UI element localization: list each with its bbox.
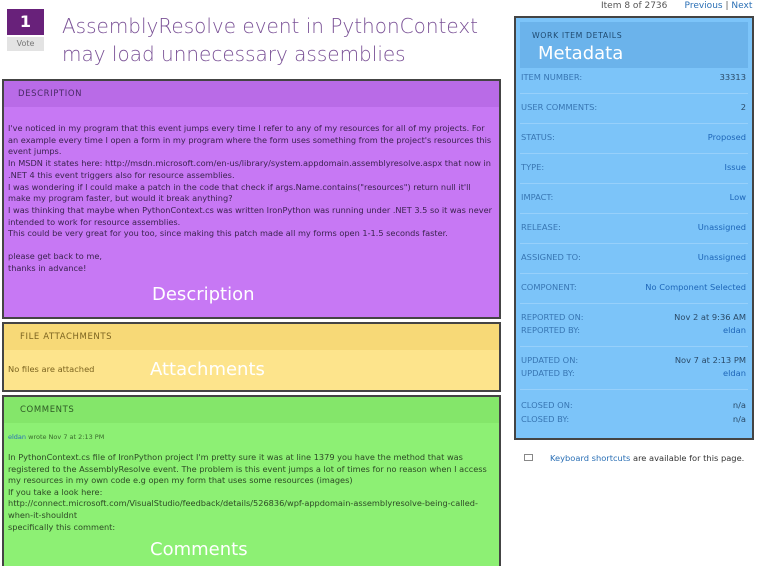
comments-overlay-label: Comments <box>150 539 248 560</box>
updated-by-link[interactable]: eldan <box>722 368 746 378</box>
comment-paragraph: http://connect.microsoft.com/VisualStudi… <box>8 498 478 520</box>
comments-panel: COMMENTS eldan wrote Nov 7 at 2:13 PM In… <box>2 395 501 566</box>
closed-on-label: CLOSED ON: <box>521 400 573 410</box>
attachments-overlay-label: Attachments <box>150 359 265 380</box>
comment-paragraph: In PythonContext.cs file of IronPython p… <box>8 452 487 486</box>
work-item-details-heading: WORK ITEM DETAILS <box>532 31 623 40</box>
keyboard-shortcuts-text: are available for this page. <box>630 453 745 463</box>
description-closing: thanks in advance! <box>8 262 87 273</box>
comment-paragraph: If you take a look here: <box>8 486 103 497</box>
closed-by-label: CLOSED BY: <box>521 414 570 424</box>
comment-paragraph: specifically this comment: <box>8 521 116 532</box>
description-paragraph: I've noticed in my program that this eve… <box>8 123 492 157</box>
divider <box>520 243 748 244</box>
assigned-to-label: ASSIGNED TO: <box>521 252 581 262</box>
item-pager: Item 8 of 2736 Previous | Next <box>601 1 752 11</box>
description-paragraph: This could be very great for you too, si… <box>8 228 448 239</box>
item-number-label: ITEM NUMBER: <box>521 72 583 82</box>
work-item-details-header: WORK ITEM DETAILS Metadata <box>520 22 748 68</box>
description-closing: please get back to me, <box>8 251 102 262</box>
item-position: Item 8 of 2736 <box>601 1 668 11</box>
comment-meta: eldan wrote Nov 7 at 2:13 PM <box>4 423 499 441</box>
next-link[interactable]: Next <box>731 1 753 11</box>
divider <box>520 213 748 214</box>
user-comments-value: 2 <box>740 102 746 112</box>
description-paragraph: In MSDN it states here: http://msdn.micr… <box>8 158 491 180</box>
component-label: COMPONENT: <box>521 282 577 292</box>
description-paragraph: I was thinking that maybe when PythonCon… <box>8 204 492 227</box>
comments-heading: COMMENTS <box>4 397 499 423</box>
closed-by-value: n/a <box>732 414 746 424</box>
keyboard-icon <box>524 454 533 461</box>
divider <box>520 183 748 184</box>
keyboard-shortcuts-link[interactable]: Keyboard shortcuts <box>550 453 631 463</box>
description-overlay-label: Description <box>152 284 255 305</box>
metadata-overlay-label: Metadata <box>538 43 624 64</box>
divider <box>520 389 748 390</box>
updated-on-value: Nov 7 at 2:13 PM <box>674 355 746 365</box>
release-value: Unassigned <box>697 222 746 232</box>
divider <box>520 346 748 347</box>
comment-body: In PythonContext.cs file of IronPython p… <box>4 441 499 533</box>
type-label: TYPE: <box>521 162 545 172</box>
status-label: STATUS: <box>521 132 555 142</box>
item-number-value: 33313 <box>719 72 746 82</box>
description-body: I've noticed in my program that this eve… <box>4 107 499 274</box>
comment-timestamp: wrote Nov 7 at 2:13 PM <box>28 433 105 441</box>
divider <box>520 153 748 154</box>
reported-on-label: REPORTED ON: <box>521 312 584 322</box>
description-paragraph: I was wondering if I could make a patch … <box>8 181 471 204</box>
attachments-heading: FILE ATTACHMENTS <box>4 324 499 350</box>
divider <box>520 93 748 94</box>
impact-label: IMPACT: <box>521 192 554 202</box>
reported-on-value: Nov 2 at 9:36 AM <box>674 312 746 322</box>
component-value: No Component Selected <box>645 282 746 292</box>
description-heading: DESCRIPTION <box>4 81 499 107</box>
divider <box>520 123 748 124</box>
type-value: Issue <box>724 162 746 172</box>
divider <box>520 303 748 304</box>
release-label: RELEASE: <box>521 222 561 232</box>
previous-link[interactable]: Previous <box>684 1 723 11</box>
comment-author-link[interactable]: eldan <box>8 433 27 441</box>
vote-box: 1 Vote <box>7 9 44 51</box>
description-panel: DESCRIPTION I've noticed in my program t… <box>2 79 501 319</box>
assigned-to-value: Unassigned <box>697 252 746 262</box>
divider <box>520 273 748 274</box>
page-title: AssemblyResolve event in PythonContext m… <box>62 14 478 66</box>
work-item-details-panel: WORK ITEM DETAILS Metadata ITEM NUMBER: … <box>514 16 754 440</box>
status-value: Proposed <box>707 132 746 142</box>
updated-on-label: UPDATED ON: <box>521 355 579 365</box>
user-comments-label: USER COMMENTS: <box>521 102 598 112</box>
closed-on-value: n/a <box>732 400 746 410</box>
updated-by-label: UPDATED BY: <box>521 368 575 378</box>
reported-by-label: REPORTED BY: <box>521 325 581 335</box>
reported-by-link[interactable]: eldan <box>722 325 746 335</box>
attachments-empty-text: No files are attached <box>8 364 95 374</box>
vote-button[interactable]: Vote <box>7 37 44 51</box>
vote-count: 1 <box>7 9 44 35</box>
attachments-panel: FILE ATTACHMENTS No files are attached A… <box>2 322 501 392</box>
impact-value: Low <box>729 192 746 202</box>
pager-separator: | <box>725 1 729 11</box>
